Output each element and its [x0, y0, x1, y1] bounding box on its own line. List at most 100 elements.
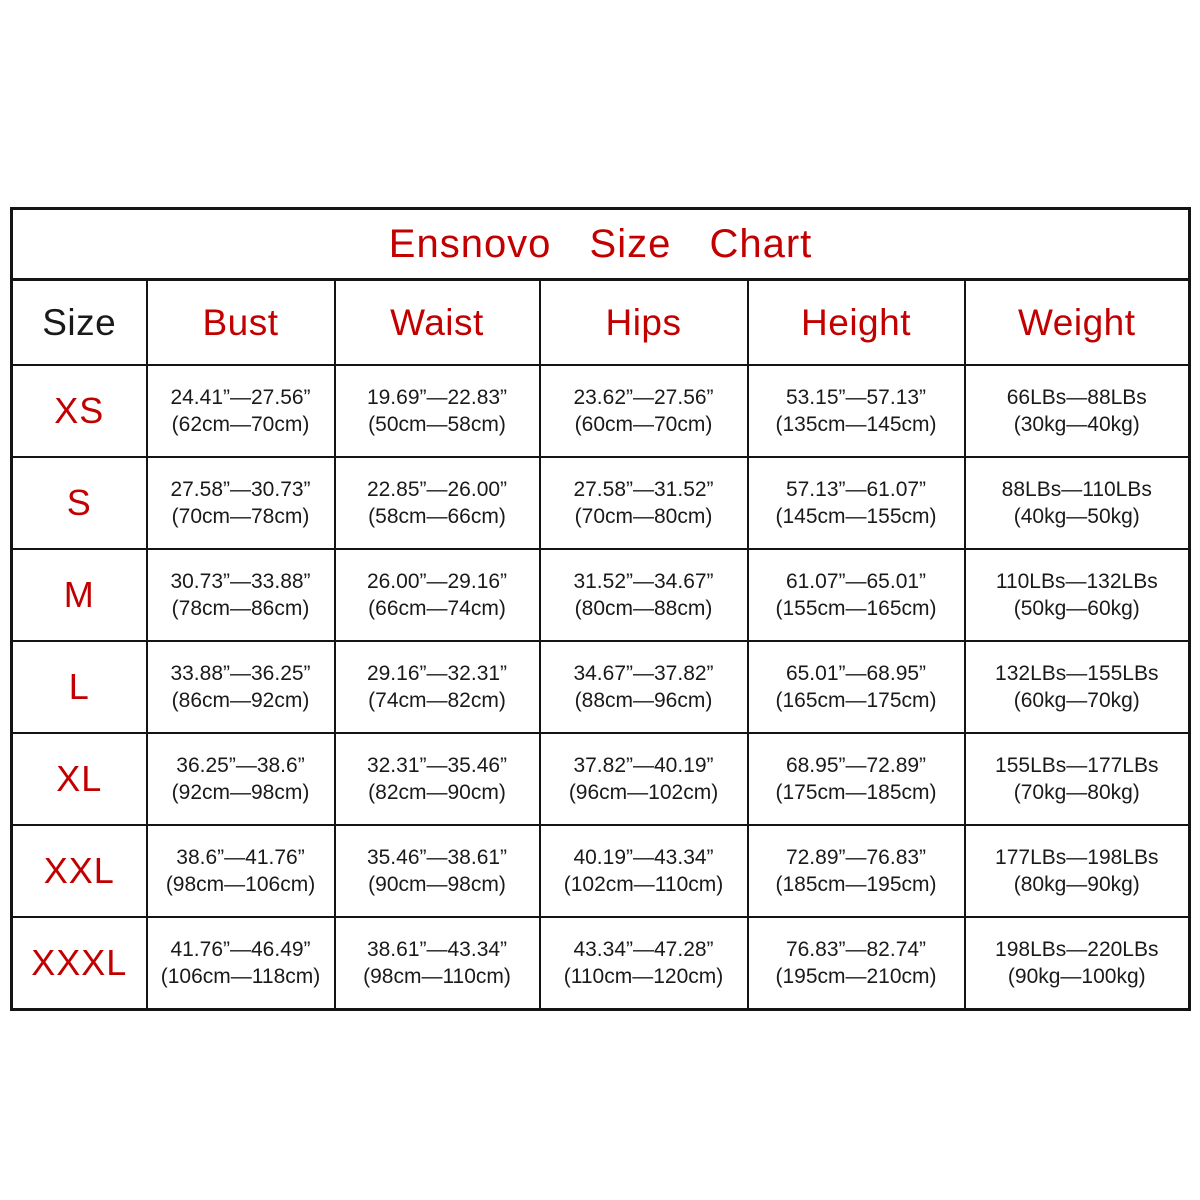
measurement-cell: 24.41”—27.56” (62cm—70cm): [145, 364, 336, 458]
size-label: XXL: [10, 824, 148, 918]
measurement-cell: 88LBs—110LBs (40kg—50kg): [963, 456, 1191, 550]
size-label: XXXL: [10, 916, 148, 1010]
range-metric: (86cm—92cm): [171, 689, 310, 712]
range-imperial: 27.58”—30.73”: [170, 478, 311, 501]
measurement-cell: 31.52”—34.67” (80cm—88cm): [538, 548, 749, 642]
measurement-cell: 26.00”—29.16” (66cm—74cm): [333, 548, 541, 642]
size-label: XS: [10, 364, 148, 458]
range-metric: (90cm—98cm): [368, 873, 506, 896]
range-imperial: 76.83”—82.74”: [785, 937, 927, 961]
range-imperial: 65.01”—68.95”: [785, 662, 927, 685]
table-row: XXL 38.6”—41.76” (98cm—106cm) 35.46”—38.61”…: [10, 824, 1191, 918]
measurement-cell: 30.73”—33.88” (78cm—86cm): [145, 548, 336, 642]
column-header-bust: Bust: [145, 278, 336, 366]
range-metric: (155cm—165cm): [775, 597, 937, 620]
range-metric: (60kg—70kg): [1013, 689, 1140, 712]
column-header-waist: Waist: [333, 278, 541, 366]
measurement-cell: 29.16”—32.31” (74cm—82cm): [333, 640, 541, 734]
range-imperial: 32.31”—35.46”: [366, 754, 508, 777]
measurement-cell: 36.25”—38.6” (92cm—98cm): [145, 732, 336, 826]
range-imperial: 31.52”—34.67”: [573, 570, 714, 593]
range-metric: (82cm—90cm): [368, 781, 506, 804]
range-metric: (80kg—90kg): [1013, 873, 1140, 896]
measurement-cell: 34.67”—37.82” (88cm—96cm): [538, 640, 749, 734]
range-imperial: 29.16”—32.31”: [366, 662, 508, 685]
range-imperial: 57.13”—61.07”: [785, 478, 927, 501]
header-row: Size Bust Waist Hips Height Weight: [10, 278, 1191, 366]
range-metric: (58cm—66cm): [368, 505, 506, 528]
measurement-cell: 61.07”—65.01” (155cm—165cm): [746, 548, 966, 642]
measurement-cell: 198LBs—220LBs (90kg—100kg): [963, 916, 1191, 1010]
measurement-cell: 38.6”—41.76” (98cm—106cm): [145, 824, 336, 918]
measurement-cell: 132LBs—155LBs (60kg—70kg): [963, 640, 1191, 734]
range-metric: (30kg—40kg): [1013, 413, 1140, 436]
range-metric: (88cm—96cm): [574, 689, 713, 712]
measurement-cell: 68.95”—72.89” (175cm—185cm): [746, 732, 966, 826]
title-cell: Ensnovo Size Chart: [10, 207, 1191, 281]
measurement-cell: 57.13”—61.07” (145cm—155cm): [746, 456, 966, 550]
range-imperial: 155LBs—177LBs: [995, 754, 1159, 777]
range-metric: (90kg—100kg): [1007, 964, 1146, 988]
range-metric: (40kg—50kg): [1013, 505, 1140, 528]
range-metric: (195cm—210cm): [775, 964, 937, 988]
range-metric: (98cm—106cm): [165, 873, 316, 896]
measurement-cell: 19.69”—22.83” (50cm—58cm): [333, 364, 541, 458]
range-imperial: 177LBs—198LBs: [995, 846, 1159, 869]
measurement-cell: 72.89”—76.83” (185cm—195cm): [746, 824, 966, 918]
measurement-cell: 155LBs—177LBs (70kg—80kg): [963, 732, 1191, 826]
table-row: XS 24.41”—27.56” (62cm—70cm) 19.69”—22.83” (…: [10, 364, 1191, 458]
range-metric: (62cm—70cm): [171, 413, 310, 436]
range-metric: (102cm—110cm): [563, 873, 724, 896]
range-metric: (60cm—70cm): [574, 413, 713, 436]
range-imperial: 72.89”—76.83”: [785, 846, 927, 869]
range-metric: (50cm—58cm): [368, 413, 506, 436]
range-imperial: 198LBs—220LBs: [995, 937, 1159, 961]
measurement-cell: 22.85”—26.00” (58cm—66cm): [333, 456, 541, 550]
range-metric: (92cm—98cm): [171, 781, 310, 804]
range-metric: (70cm—80cm): [574, 505, 713, 528]
range-imperial: 19.69”—22.83”: [366, 386, 508, 409]
range-metric: (98cm—110cm): [363, 964, 511, 988]
measurement-cell: 27.58”—30.73” (70cm—78cm): [145, 456, 336, 550]
measurement-cell: 76.83”—82.74” (195cm—210cm): [746, 916, 966, 1010]
range-metric: (165cm—175cm): [775, 689, 937, 712]
measurement-cell: 110LBs—132LBs (50kg—60kg): [963, 548, 1191, 642]
range-imperial: 23.62”—27.56”: [573, 386, 714, 409]
size-label: XL: [10, 732, 148, 826]
measurement-cell: 23.62”—27.56” (60cm—70cm): [538, 364, 749, 458]
measurement-cell: 43.34”—47.28” (110cm—120cm): [538, 916, 749, 1010]
table-row: M 30.73”—33.88” (78cm—86cm) 26.00”—29.16” (6…: [10, 548, 1191, 642]
size-label: L: [10, 640, 148, 734]
range-imperial: 37.82”—40.19”: [573, 754, 714, 777]
range-imperial: 66LBs—88LBs: [1006, 386, 1147, 409]
range-imperial: 26.00”—29.16”: [366, 570, 508, 593]
chart-title: Ensnovo Size Chart: [388, 221, 813, 266]
range-metric: (78cm—86cm): [171, 597, 310, 620]
size-table-body: Ensnovo Size Chart Size Bust Waist Hips …: [10, 207, 1191, 1010]
range-imperial: 43.34”—47.28”: [573, 937, 714, 961]
measurement-cell: 38.61”—43.34” (98cm—110cm): [333, 916, 541, 1010]
range-imperial: 132LBs—155LBs: [995, 662, 1159, 685]
size-label: S: [10, 456, 148, 550]
range-imperial: 35.46”—38.61”: [366, 846, 508, 869]
range-metric: (74cm—82cm): [368, 689, 506, 712]
measurement-cell: 35.46”—38.61” (90cm—98cm): [333, 824, 541, 918]
range-imperial: 68.95”—72.89”: [785, 754, 927, 777]
column-header-height: Height: [746, 278, 966, 366]
range-imperial: 41.76”—46.49”: [170, 937, 311, 961]
range-imperial: 38.61”—43.34”: [366, 937, 508, 961]
range-metric: (175cm—185cm): [775, 781, 937, 804]
range-metric: (110cm—120cm): [563, 964, 724, 988]
range-imperial: 22.85”—26.00”: [366, 478, 508, 501]
range-metric: (70cm—78cm): [171, 505, 310, 528]
measurement-cell: 37.82”—40.19” (96cm—102cm): [538, 732, 749, 826]
column-header-hips: Hips: [538, 278, 749, 366]
range-imperial: 61.07”—65.01”: [785, 570, 927, 593]
range-imperial: 53.15”—57.13”: [785, 386, 927, 409]
measurement-cell: 27.58”—31.52” (70cm—80cm): [538, 456, 749, 550]
range-imperial: 40.19”—43.34”: [573, 846, 714, 869]
range-metric: (106cm—118cm): [160, 964, 321, 988]
range-metric: (66cm—74cm): [368, 597, 506, 620]
size-label: M: [10, 548, 148, 642]
measurement-cell: 40.19”—43.34” (102cm—110cm): [538, 824, 749, 918]
